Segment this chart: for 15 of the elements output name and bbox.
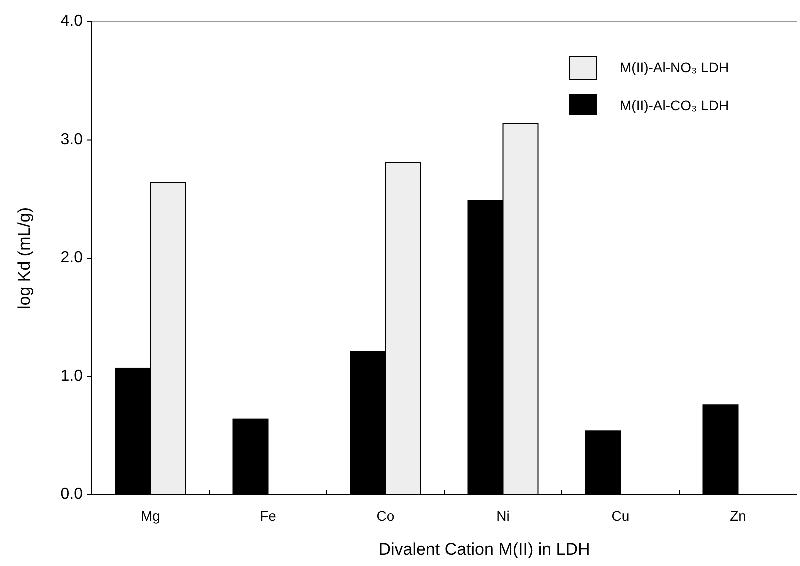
y-tick-label: 0.0 xyxy=(60,486,84,504)
y-tick-label: 2.0 xyxy=(60,250,84,267)
x-tick-label: Co xyxy=(376,508,395,524)
x-tick-label: Fe xyxy=(260,508,277,524)
x-tick-label: Cu xyxy=(612,508,630,524)
y-tick-label: 3.0 xyxy=(60,131,84,148)
x-tick-label: Ni xyxy=(496,508,510,524)
legend-label: M(II)-Al-CO₃ LDH xyxy=(620,98,730,114)
y-axis-title: log Kd (mL/g) xyxy=(15,207,34,310)
x-axis-title: Divalent Cation M(II) in LDH xyxy=(378,540,590,559)
x-tick-label: Mg xyxy=(141,508,160,524)
y-tick-label: 4.0 xyxy=(60,13,84,30)
x-tick-label: Zn xyxy=(730,508,746,524)
legend-label: M(II)-Al-NO₃ LDH xyxy=(620,60,730,76)
y-tick-label: 1.0 xyxy=(60,368,84,385)
